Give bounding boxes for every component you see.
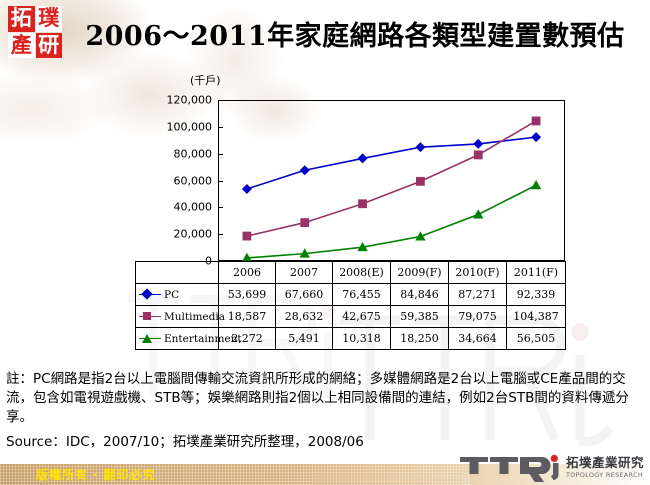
table-col-header-2007: 2007 bbox=[275, 261, 333, 284]
table-row: PC 53,699 67,660 76,455 84,846 87,271 92,339 bbox=[135, 283, 566, 306]
tri-logo-cn-text: 拓墣產業研究所 bbox=[566, 455, 644, 470]
logo-char-4: 研 bbox=[35, 32, 62, 58]
tri-footer-logo: 拓墣產業研究所 TOPOLOGY RESEARCH INSTITUTE bbox=[460, 454, 644, 482]
table-col-header-2010(F): 2010(F) bbox=[448, 261, 507, 284]
logo-char-3: 產 bbox=[8, 32, 35, 58]
tri-logo-en-text: TOPOLOGY RESEARCH INSTITUTE bbox=[565, 471, 644, 479]
marker-entertainment-2006 bbox=[242, 252, 252, 261]
marker-multimedia-2006 bbox=[242, 231, 252, 241]
logo-char-2: 璞 bbox=[35, 6, 62, 32]
y-axis-tick-120000: 120,000 bbox=[166, 93, 213, 107]
cell-multimedia-2008(E): 42,675 bbox=[332, 305, 391, 328]
y-axis-tick-60000: 60,000 bbox=[173, 174, 213, 187]
marker-entertainment-2007 bbox=[299, 248, 310, 258]
y-axis-tickmark-20000 bbox=[218, 234, 223, 236]
cell-pc-2010(F): 87,271 bbox=[448, 283, 507, 306]
marker-multimedia-2009(F) bbox=[416, 176, 425, 186]
y-axis-tickmark-80000 bbox=[218, 153, 223, 155]
y-axis-tick-20000: 20,000 bbox=[173, 227, 213, 241]
series-line-multimedia bbox=[246, 120, 537, 237]
marker-multimedia-2008(E) bbox=[358, 199, 367, 209]
marker-multimedia-2011(F) bbox=[531, 116, 541, 126]
y-axis-tick-labels: 120,000 100,000 80,000 60,000 40,000 20,000 0 bbox=[146, 94, 213, 268]
legend-cell-entertainment: Entertainment bbox=[135, 327, 242, 350]
marker-entertainment-2010(F) bbox=[473, 209, 484, 219]
marker-pc-2011(F) bbox=[531, 132, 542, 143]
marker-multimedia-2010(F) bbox=[473, 150, 483, 160]
cell-multimedia-2006: 18,587 bbox=[218, 305, 276, 328]
y-axis-tickmark-40000 bbox=[218, 207, 223, 209]
cell-multimedia-2007: 28,632 bbox=[275, 305, 333, 328]
legend-marker-square-icon bbox=[139, 311, 161, 322]
y-axis-tickmark-60000 bbox=[218, 180, 223, 182]
marker-pc-2009(F) bbox=[415, 142, 426, 153]
y-axis-tickmark-100000 bbox=[218, 126, 223, 128]
table-col-header-2008(E): 2008(E) bbox=[332, 261, 391, 284]
series-line-entertainment bbox=[246, 184, 537, 259]
table-row: Entertainment 2,272 5,491 10,318 18,250 34,66… bbox=[135, 327, 566, 350]
data-table: 2006 2007 2008(E) 2009(F) 2010(F) 2011(F) PC 5… bbox=[135, 261, 566, 350]
cell-pc-2011(F): 92,339 bbox=[506, 283, 566, 306]
marker-entertainment-2011(F) bbox=[530, 179, 542, 190]
y-axis-tick-100000: 100,000 bbox=[166, 120, 213, 134]
cell-entertainment-2006: 2,272 bbox=[218, 327, 276, 350]
cell-entertainment-2008(E): 10,318 bbox=[332, 327, 391, 350]
table-col-header-2011(F): 2011(F) bbox=[506, 261, 566, 284]
tri-logo-mark: 拓 璞 產 研 bbox=[8, 6, 62, 58]
cell-pc-2006: 53,699 bbox=[218, 283, 276, 306]
legend-marker-diamond-icon bbox=[139, 288, 161, 300]
cell-multimedia-2009(F): 59,385 bbox=[390, 305, 449, 328]
table-row: Multimedia 18,587 28,632 42,675 59,385 79,075… bbox=[135, 305, 566, 328]
logo-char-1: 拓 bbox=[8, 6, 35, 32]
cell-entertainment-2007: 5,491 bbox=[275, 327, 333, 350]
marker-pc-2006 bbox=[241, 183, 252, 194]
y-axis-unit-label: (千戶) bbox=[190, 74, 221, 87]
table-col-header-2009(F): 2009(F) bbox=[390, 261, 449, 284]
series-line-pc bbox=[246, 136, 537, 190]
marker-entertainment-2009(F) bbox=[415, 231, 426, 241]
marker-pc-2008(E) bbox=[357, 153, 368, 164]
marker-pc-2010(F) bbox=[473, 138, 484, 149]
marker-entertainment-2008(E) bbox=[357, 241, 368, 252]
cell-pc-2007: 67,660 bbox=[275, 283, 333, 306]
table-header-row: 2006 2007 2008(E) 2009(F) 2010(F) 2011(F) bbox=[135, 261, 566, 284]
legend-marker-triangle-icon bbox=[139, 333, 161, 344]
legend-cell-multimedia: Multimedia bbox=[135, 305, 225, 328]
chart: (千戶) 120,000 100,000 80,000 60,000 40,000 20,… bbox=[0, 68, 650, 368]
legend-label-multimedia: Multimedia bbox=[164, 310, 225, 323]
cell-pc-2009(F): 84,846 bbox=[390, 283, 449, 306]
y-axis-tick-80000: 80,000 bbox=[173, 147, 213, 161]
cell-entertainment-2010(F): 34,664 bbox=[448, 327, 507, 350]
y-axis-tick-40000: 40,000 bbox=[173, 200, 213, 214]
cell-entertainment-2011(F): 56,505 bbox=[506, 327, 566, 350]
plot-series-svg bbox=[241, 116, 542, 261]
legend-label-entertainment: Entertainment bbox=[164, 332, 242, 345]
legend-cell-pc: PC bbox=[135, 283, 219, 306]
table-col-header-2006: 2006 bbox=[218, 261, 276, 284]
series-pc bbox=[241, 132, 542, 194]
cell-entertainment-2009(F): 18,250 bbox=[390, 327, 449, 350]
legend-label-pc: PC bbox=[164, 288, 180, 301]
cell-pc-2008(E): 76,455 bbox=[332, 283, 391, 306]
footer-bar bbox=[0, 464, 650, 485]
table-corner-cell bbox=[135, 261, 219, 284]
copyright-notice: 版權所有 ‧ 翻印必究 bbox=[36, 468, 156, 482]
table-body: PC 53,699 67,660 76,455 84,846 87,271 92,339 Mu… bbox=[135, 283, 566, 350]
series-multimedia bbox=[242, 116, 541, 241]
cell-multimedia-2011(F): 104,387 bbox=[506, 305, 566, 328]
source-text: Source：IDC，2007/10；拓墣產業研究所整理，2008/06 bbox=[6, 434, 364, 450]
cell-multimedia-2010(F): 79,075 bbox=[448, 305, 507, 328]
page-title: 2006～2011年家庭網路各類型建置數預估 bbox=[85, 21, 625, 52]
series-entertainment bbox=[242, 179, 542, 261]
marker-multimedia-2007 bbox=[300, 218, 310, 227]
marker-pc-2007 bbox=[299, 165, 310, 176]
footnote-text: 註：PC網路是指2台以上電腦間傳輸交流資訊所形成的網絡；多媒體網路是2台以上電腦… bbox=[6, 371, 629, 425]
